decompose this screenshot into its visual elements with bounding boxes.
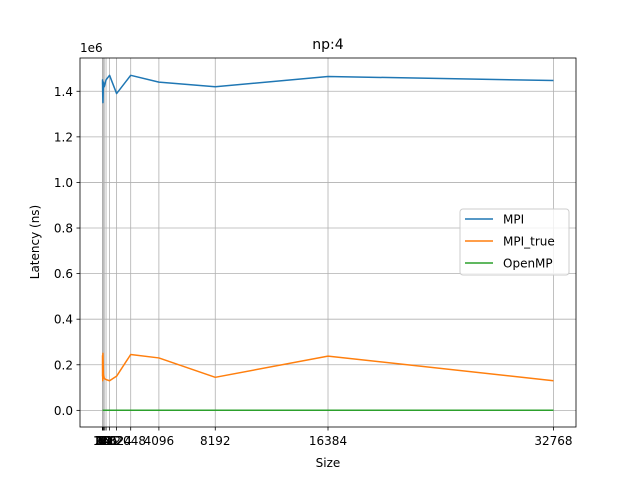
x-tick-label: 128: [93, 434, 116, 448]
x-tick-label: 32768: [534, 434, 572, 448]
x-tick-label: 4096: [144, 434, 175, 448]
x-tick-label: 32: [95, 434, 110, 448]
x-tick-label: 1: [99, 434, 107, 448]
x-tick-label: 16384: [309, 434, 347, 448]
y-tick-label: 0.4: [54, 313, 73, 327]
x-tick-label: 8192: [200, 434, 231, 448]
x-tick-label: 16: [95, 434, 110, 448]
chart-title: np:4: [312, 37, 343, 53]
y-tick-label: 0.0: [54, 404, 73, 418]
x-tick-label: 8: [99, 434, 107, 448]
legend-label-mpi-true: MPI_true: [503, 235, 555, 249]
y-tick-label: 0.6: [54, 267, 73, 281]
y-axis-label: Latency (ns): [28, 205, 42, 279]
y-tick-label: 1.2: [54, 130, 73, 144]
legend: MPI MPI_true OpenMP: [459, 208, 570, 276]
legend-label-openmp: OpenMP: [503, 257, 553, 271]
x-tick-label: 2: [99, 434, 107, 448]
legend-box: [459, 208, 570, 276]
y-tick-label: 0.8: [54, 222, 73, 236]
x-axis-label: Size: [316, 456, 341, 470]
legend-label-mpi: MPI: [503, 213, 524, 227]
x-tick-label: 64: [96, 434, 111, 448]
y-tick-label: 1.0: [54, 176, 73, 190]
y-tick-label: 0.2: [54, 358, 73, 372]
x-tick-label: 256: [95, 434, 118, 448]
series-layer: [101, 74, 554, 412]
series-line-mpi-true: [101, 352, 554, 382]
x-tick-label: 4: [99, 434, 107, 448]
y-tick-label: 1.4: [54, 85, 73, 99]
series-line-mpi: [101, 74, 554, 104]
x-tick-label: 2048: [115, 434, 146, 448]
y-axis: 0.0 0.2 0.4 0.6 0.8 1.0 1.2 1.4: [54, 85, 80, 418]
x-tick-label: 512: [98, 434, 121, 448]
y-offset-label: 1e6: [80, 41, 103, 55]
x-tick-label: 1024: [101, 434, 132, 448]
